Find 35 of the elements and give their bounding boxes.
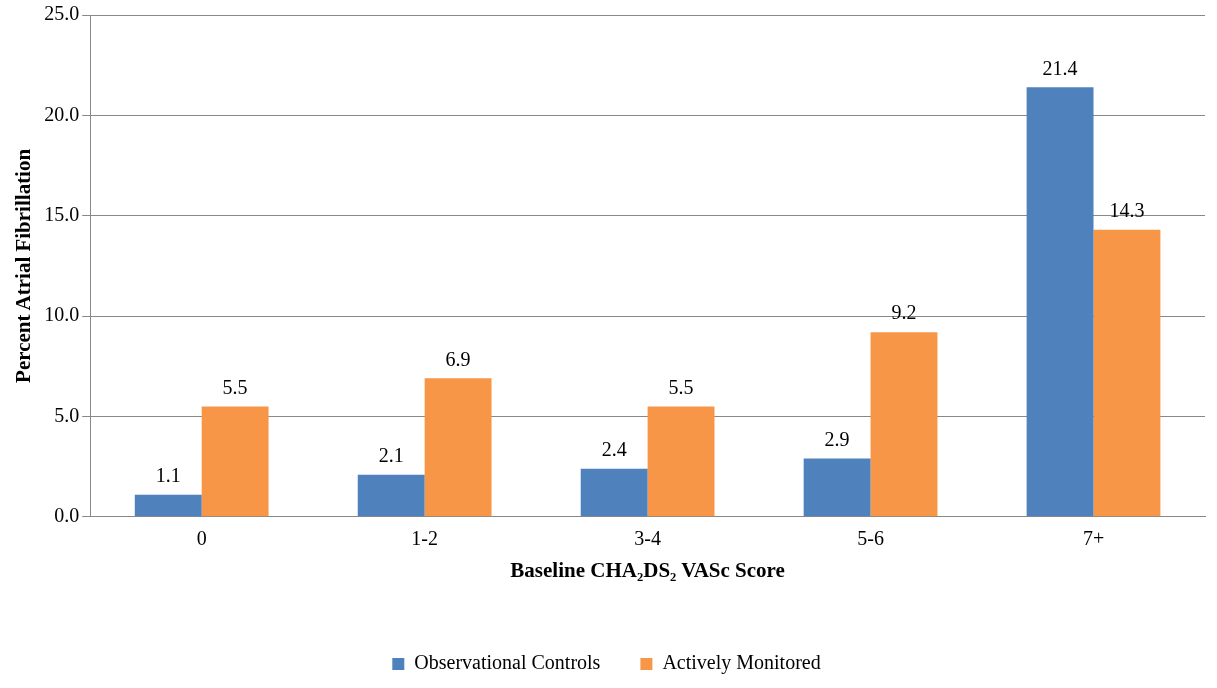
data-label: 1.1: [155, 463, 181, 486]
x-tick-label: 3-4: [634, 527, 661, 550]
y-tick-label: 5.0: [54, 403, 80, 426]
y-tick-label: 25.0: [44, 2, 80, 25]
bar: [1026, 87, 1094, 517]
data-label: 2.9: [824, 427, 850, 450]
x-tick-label: 1-2: [411, 527, 438, 550]
data-label: 5.5: [668, 375, 694, 398]
bar: [134, 494, 202, 517]
legend-label: Actively Monitored: [662, 651, 821, 675]
data-label: 5.5: [222, 375, 248, 398]
y-tick-label: 10.0: [44, 303, 80, 326]
x-tick-label: 7+: [1082, 527, 1105, 550]
x-tick-label: 5-6: [857, 527, 884, 550]
data-label: 2.4: [601, 437, 627, 460]
bar: [647, 406, 715, 517]
x-tick-label: 0: [196, 527, 207, 550]
x-axis-title: Baseline CHA₂DS₂ VASc Score: [510, 557, 785, 582]
y-tick-label: 15.0: [44, 202, 80, 225]
bar: [424, 378, 492, 517]
bar: [1093, 229, 1161, 517]
y-tick-label: 20.0: [44, 102, 80, 125]
y-axis-title: Percent Atrial Fibrillation: [11, 148, 36, 383]
legend-label: Observational Controls: [414, 651, 601, 674]
data-label: 14.3: [1109, 199, 1145, 222]
data-label: 21.4: [1042, 56, 1078, 79]
bar: [870, 332, 938, 517]
bar: [357, 474, 425, 517]
y-tick-label: 0.0: [54, 504, 80, 527]
bar: [201, 406, 269, 517]
data-label: 2.1: [378, 443, 404, 466]
data-label: 9.2: [891, 301, 917, 324]
bar: [803, 458, 871, 517]
bar: [580, 468, 648, 517]
data-label: 6.9: [445, 347, 471, 370]
